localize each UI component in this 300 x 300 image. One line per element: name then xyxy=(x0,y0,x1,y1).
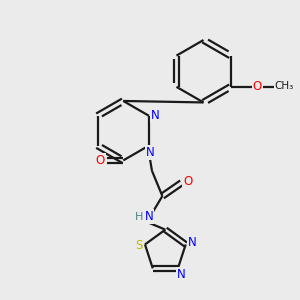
Text: N: N xyxy=(176,268,185,281)
Text: N: N xyxy=(151,109,160,122)
Text: N: N xyxy=(145,210,153,224)
Text: N: N xyxy=(146,146,155,159)
Text: CH₃: CH₃ xyxy=(274,81,294,91)
Text: S: S xyxy=(135,239,142,252)
Text: O: O xyxy=(96,154,105,167)
Text: O: O xyxy=(183,175,192,188)
Text: H: H xyxy=(134,212,143,222)
Text: O: O xyxy=(253,80,262,93)
Text: N: N xyxy=(188,236,197,250)
